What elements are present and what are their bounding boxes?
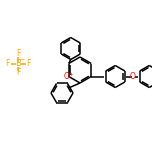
Text: O: O — [129, 72, 135, 81]
Text: −: − — [19, 57, 25, 62]
Text: F: F — [26, 59, 31, 69]
Text: +: + — [68, 72, 73, 77]
Text: O: O — [63, 72, 69, 81]
Text: B: B — [15, 59, 21, 69]
Text: F: F — [16, 49, 20, 58]
Text: F: F — [5, 59, 10, 69]
Text: F: F — [16, 68, 20, 77]
